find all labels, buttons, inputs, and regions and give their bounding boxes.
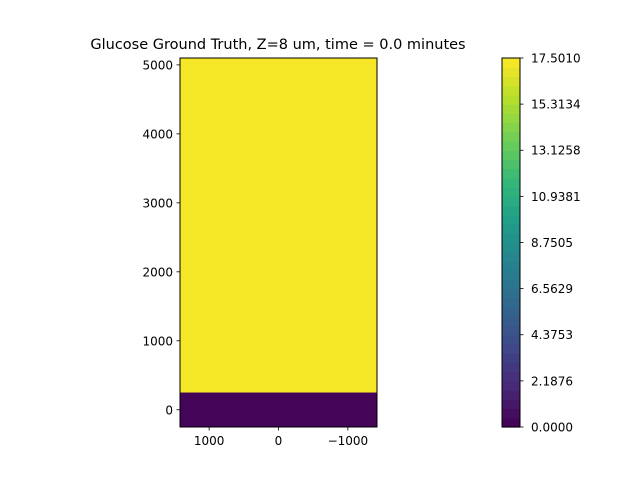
colorbar-band: [502, 159, 520, 170]
colorbar-band: [502, 316, 520, 327]
colorbar-band: [502, 104, 520, 114]
colorbar-tick-label: 10.9381: [531, 190, 581, 204]
colorbar-band: [502, 371, 520, 382]
colorbar-band: [502, 177, 520, 188]
colorbar-band: [502, 187, 520, 197]
colorbar-band: [502, 214, 520, 225]
colorbar-band: [502, 408, 520, 419]
colorbar-band: [502, 224, 520, 234]
colorbar-tick-label: 2.1876: [531, 374, 573, 388]
heatmap-region-1: [180, 58, 377, 393]
colorbar-band: [502, 260, 520, 271]
colorbar-band: [502, 113, 520, 124]
colorbar-band: [502, 76, 520, 87]
heatmap-region-0: [180, 392, 377, 427]
colorbar-band: [502, 390, 520, 400]
colorbar-band: [502, 297, 520, 308]
colorbar-band: [502, 307, 520, 317]
y-tick-label: 5000: [142, 58, 173, 72]
colorbar-tick-label: 15.3134: [531, 98, 581, 112]
colorbar-band: [502, 251, 520, 262]
colorbar-band: [502, 150, 520, 161]
colorbar-band: [502, 353, 520, 364]
colorbar-band: [502, 362, 520, 373]
colorbar-band: [502, 67, 520, 78]
y-tick-label: 0: [165, 403, 173, 417]
x-tick-label: −1000: [328, 434, 369, 448]
colorbar-band: [502, 94, 520, 105]
plot-area: 1000 0 −1000 0 1000 2000 3000 4000 5000: [142, 57, 378, 448]
colorbar-band: [502, 196, 520, 207]
colorbar-band: [502, 417, 520, 428]
colorbar-band: [502, 205, 520, 216]
colorbar-band: [502, 168, 520, 179]
colorbar-tick-label: 6.5629: [531, 282, 573, 296]
colorbar-band: [502, 242, 520, 253]
y-tick-label: 3000: [142, 196, 173, 210]
x-tick-label: 0: [275, 434, 283, 448]
colorbar: 0.0000 2.1876 4.3753 6.5629 8.7505 10.9381 13.…: [501, 52, 581, 435]
colorbar-band: [502, 270, 520, 280]
y-tick-label: 1000: [142, 334, 173, 348]
colorbar-band: [502, 399, 520, 410]
x-tick-label: 1000: [194, 434, 225, 448]
colorbar-tick-label: 4.3753: [531, 328, 573, 342]
colorbar-tick-label: 0.0000: [531, 421, 573, 435]
colorbar-band: [502, 85, 520, 96]
chart-title: Glucose Ground Truth, Z=8 um, time = 0.0…: [90, 37, 465, 53]
colorbar-band: [502, 122, 520, 133]
colorbar-band: [502, 233, 520, 244]
y-tick-label: 4000: [142, 127, 173, 141]
y-tick-label: 2000: [142, 265, 173, 279]
colorbar-tick-label: 8.7505: [531, 236, 573, 250]
colorbar-band: [502, 131, 520, 142]
colorbar-band: [502, 325, 520, 336]
colorbar-band: [502, 380, 520, 391]
colorbar-tick-label: 13.1258: [531, 144, 581, 158]
colorbar-band: [502, 334, 520, 345]
colorbar-band: [502, 288, 520, 299]
colorbar-tick-label: 17.5010: [531, 52, 581, 66]
colorbar-band: [502, 58, 520, 68]
colorbar-band: [502, 279, 520, 290]
colorbar-band: [502, 141, 520, 151]
colorbar-band: [502, 343, 520, 354]
